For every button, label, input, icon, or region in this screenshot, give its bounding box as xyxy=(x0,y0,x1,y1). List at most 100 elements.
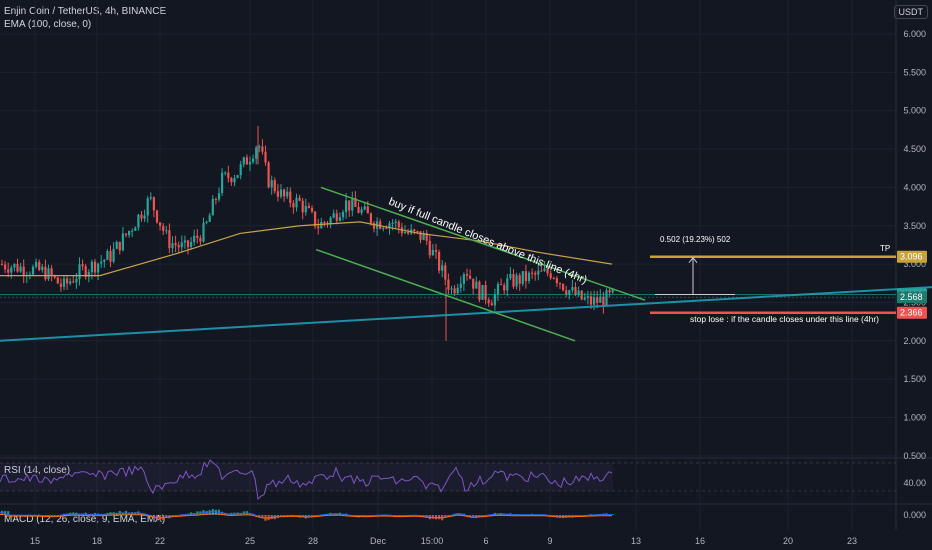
y-tick-label: 4.500 xyxy=(903,144,926,154)
candle-body xyxy=(292,203,295,208)
currency-badge[interactable]: USDT xyxy=(893,5,928,19)
candle-body xyxy=(348,200,351,211)
ema-indicator-label[interactable]: EMA (100, close, 0) xyxy=(4,19,92,30)
x-tick-label: 15 xyxy=(30,536,40,546)
candle-body xyxy=(109,251,112,262)
macd-histogram-bar xyxy=(431,515,434,519)
candle-body xyxy=(10,267,13,273)
candle-body xyxy=(103,259,106,262)
candle-body xyxy=(611,288,614,293)
candle-body xyxy=(180,242,183,248)
candle-body xyxy=(416,230,419,232)
x-tick-label: 28 xyxy=(308,536,318,546)
macd-histogram-bar xyxy=(205,511,208,515)
candle-body xyxy=(589,296,593,305)
candle-body xyxy=(487,299,490,304)
x-tick-label: 6 xyxy=(483,536,488,546)
candle-body xyxy=(506,278,509,291)
candle-body xyxy=(28,274,31,276)
candle-body xyxy=(521,271,524,284)
candle-body xyxy=(503,285,506,291)
channel-lower-line xyxy=(315,248,576,342)
candle-body xyxy=(372,223,376,229)
candle-body xyxy=(593,297,596,305)
x-tick-label: 20 xyxy=(783,536,793,546)
candle-body xyxy=(273,180,276,192)
macd-histogram-bar xyxy=(87,514,90,516)
rsi-band xyxy=(0,463,613,491)
candle-body xyxy=(512,273,515,287)
candle-body xyxy=(264,151,267,163)
candle-body xyxy=(558,283,562,285)
candle-body xyxy=(562,283,565,291)
candle-body xyxy=(217,193,221,200)
candle-body xyxy=(38,262,41,270)
candle-body xyxy=(93,261,97,273)
macd-label[interactable]: MACD (12, 26, close, 9, EMA, EMA) xyxy=(4,514,166,525)
candle-body xyxy=(214,198,217,200)
candle-body xyxy=(190,241,193,247)
macd-tick-label: 0.000 xyxy=(903,510,926,520)
candle-body xyxy=(0,264,4,266)
candle-body xyxy=(267,162,270,188)
candle-body xyxy=(255,147,258,159)
candle-body xyxy=(53,275,56,278)
candle-body xyxy=(314,211,317,227)
candle-body xyxy=(332,213,335,218)
y-tick-label: 1.500 xyxy=(903,374,926,384)
y-tick-label: 3.500 xyxy=(903,221,926,231)
candle-body xyxy=(537,270,540,275)
x-tick-label: 18 xyxy=(92,536,102,546)
candle-body xyxy=(493,294,496,306)
candle-body xyxy=(379,221,382,229)
ema-100-line xyxy=(0,221,613,277)
candle-body xyxy=(363,206,366,210)
candle-body xyxy=(221,172,224,194)
candle-body xyxy=(565,290,568,295)
candle-body xyxy=(484,284,487,300)
candles xyxy=(0,126,614,341)
candle-body xyxy=(496,283,500,295)
symbol-title[interactable]: Enjin Coin / TetherUS, 4h, BINANCE xyxy=(4,6,167,17)
candle-body xyxy=(115,241,118,249)
candle-body xyxy=(407,231,410,234)
candle-body xyxy=(233,177,236,183)
y-tick-label: 4.000 xyxy=(903,182,926,192)
candle-body xyxy=(552,277,555,279)
candle-body xyxy=(186,240,190,247)
buy-annotation: buy if full candle closes above this lin… xyxy=(387,196,589,287)
y-tick-label: 3.000 xyxy=(903,259,926,269)
macd-histogram-bar xyxy=(208,510,211,515)
candle-body xyxy=(196,235,199,238)
candle-body xyxy=(422,233,425,240)
candle-body xyxy=(518,275,521,284)
x-tick-label: 16 xyxy=(695,536,705,546)
candle-body xyxy=(599,296,602,303)
candle-body xyxy=(199,237,202,242)
candle-body xyxy=(165,230,168,232)
candle-body xyxy=(329,217,332,224)
candle-body xyxy=(224,172,227,174)
candle-body xyxy=(69,281,72,284)
rsi-label[interactable]: RSI (14, close) xyxy=(4,465,70,476)
candle-body xyxy=(586,296,589,298)
candle-body xyxy=(75,278,78,283)
candle-body xyxy=(354,198,357,207)
candle-body xyxy=(131,230,134,232)
candle-body xyxy=(527,272,531,282)
candle-body xyxy=(78,264,81,279)
candle-body xyxy=(444,265,447,280)
candle-body xyxy=(391,223,394,225)
candle-body xyxy=(22,266,25,276)
candle-body xyxy=(283,189,286,197)
candle-body xyxy=(177,245,180,248)
candle-body xyxy=(149,197,152,199)
channel-upper-line xyxy=(320,186,646,301)
support-price-tag-bg xyxy=(897,291,927,304)
y-tick-label: 1.000 xyxy=(903,413,926,423)
x-tick-label: 22 xyxy=(155,536,165,546)
macd-histogram-bar xyxy=(248,513,252,515)
x-tick-label: 13 xyxy=(631,536,641,546)
